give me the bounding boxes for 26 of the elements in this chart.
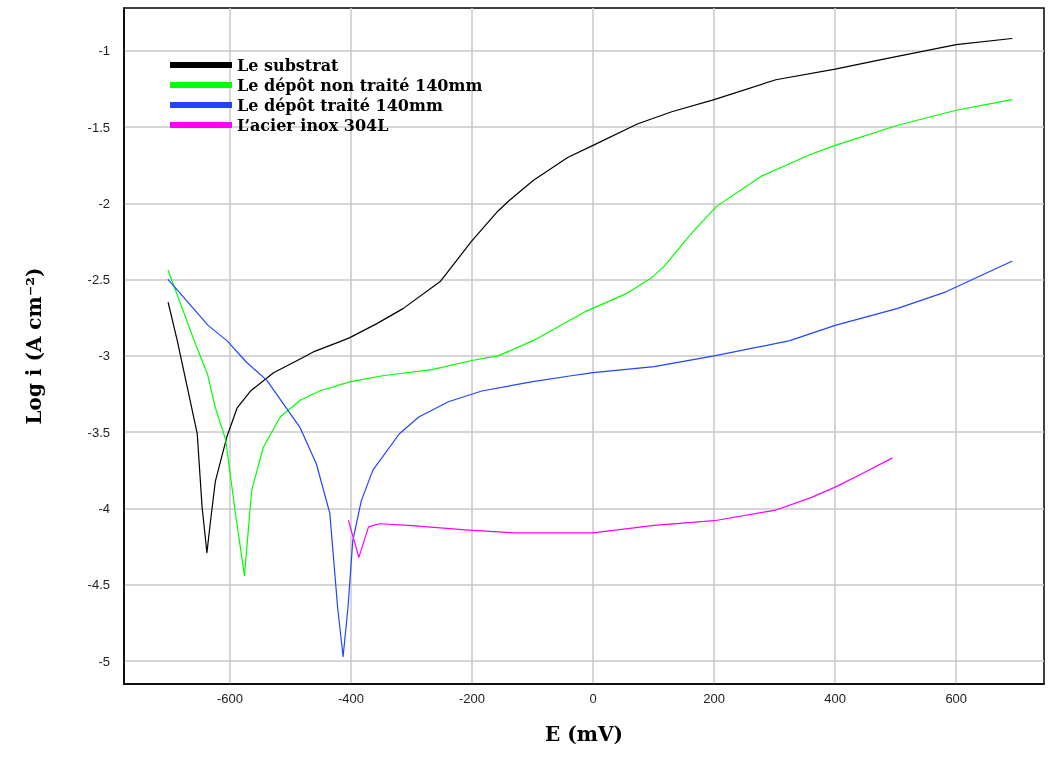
x-axis-title: E (mV) [545,722,623,746]
line-series [167,260,1013,658]
legend-label: Le dépôt non traité 140mm [237,75,483,95]
y-tick-label: -3.5 [87,424,110,440]
legend-label: Le dépôt traité 140mm [237,95,443,115]
y-tick-label: -2.5 [87,272,110,288]
x-tick-label: 0 [589,691,597,706]
x-tick-label: -200 [459,691,486,706]
y-tick-label: -2 [98,195,110,211]
legend-label: L’acier inox 304L [237,115,389,135]
y-tick-label: -4.5 [87,577,110,593]
line-series [347,457,893,558]
y-tick-label: -3 [98,348,110,364]
line-series [167,98,1013,577]
x-tick-label: -400 [337,691,364,706]
legend-label: Le substrat [237,55,340,75]
y-tick-label: -1.5 [87,119,110,135]
x-tick-label: 200 [703,691,725,706]
y-tick-label: -1 [98,43,110,59]
x-tick-label: -600 [216,691,243,706]
x-tick-label: 600 [945,691,968,706]
y-tick-label: -4 [98,501,110,517]
y-tick-label: -5 [98,653,110,669]
line-series [167,37,1013,554]
y-axis-title: Log i (A cm⁻²) [22,267,46,425]
x-tick-label: 400 [824,691,847,706]
